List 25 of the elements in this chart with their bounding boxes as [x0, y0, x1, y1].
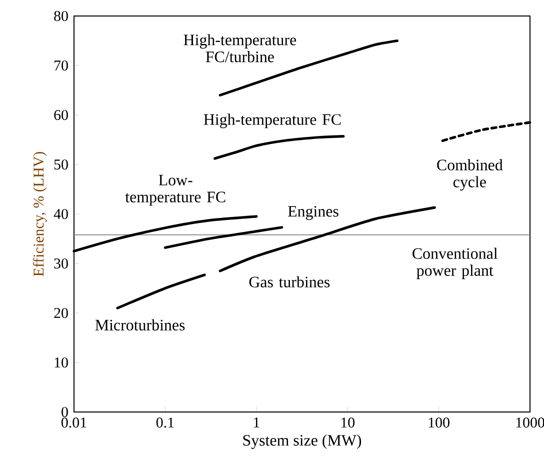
x-axis-title: System size (MW) — [243, 434, 362, 449]
y-tick-label: 20 — [54, 308, 68, 318]
y-tick-label: 10 — [54, 357, 68, 368]
x-tick-label: 1000 — [516, 418, 544, 428]
x-tick-label: 1 — [254, 418, 260, 428]
series-label: Engines — [288, 206, 338, 220]
x-tick-label: 10 — [341, 418, 355, 428]
x-tick-label: 0.1 — [156, 418, 174, 428]
y-tick-label: 50 — [54, 159, 68, 170]
x-tick-label: 100 — [428, 418, 450, 428]
series-label: High-temperature FC/turbine — [184, 34, 296, 62]
series-label: Low-temperature FC — [125, 174, 226, 206]
y-axis-title: Efficiency, % (LHV) — [32, 152, 47, 276]
y-tick-label: 80 — [54, 10, 68, 22]
series-label: High-temperature FC — [204, 114, 341, 128]
ref-line-label: Conventional power plant — [412, 248, 498, 280]
series-label: Combined cycle — [437, 159, 503, 191]
x-tick-label: 0.01 — [61, 418, 86, 428]
y-tick-label: 0 — [62, 406, 68, 418]
y-tick-label: 70 — [54, 60, 68, 71]
series-label: Gas turbines — [249, 276, 330, 288]
y-tick-label: 60 — [54, 110, 68, 120]
series-label: Microturbines — [95, 319, 185, 330]
y-tick-label: 30 — [54, 258, 68, 269]
y-tick-label: 40 — [54, 208, 68, 220]
